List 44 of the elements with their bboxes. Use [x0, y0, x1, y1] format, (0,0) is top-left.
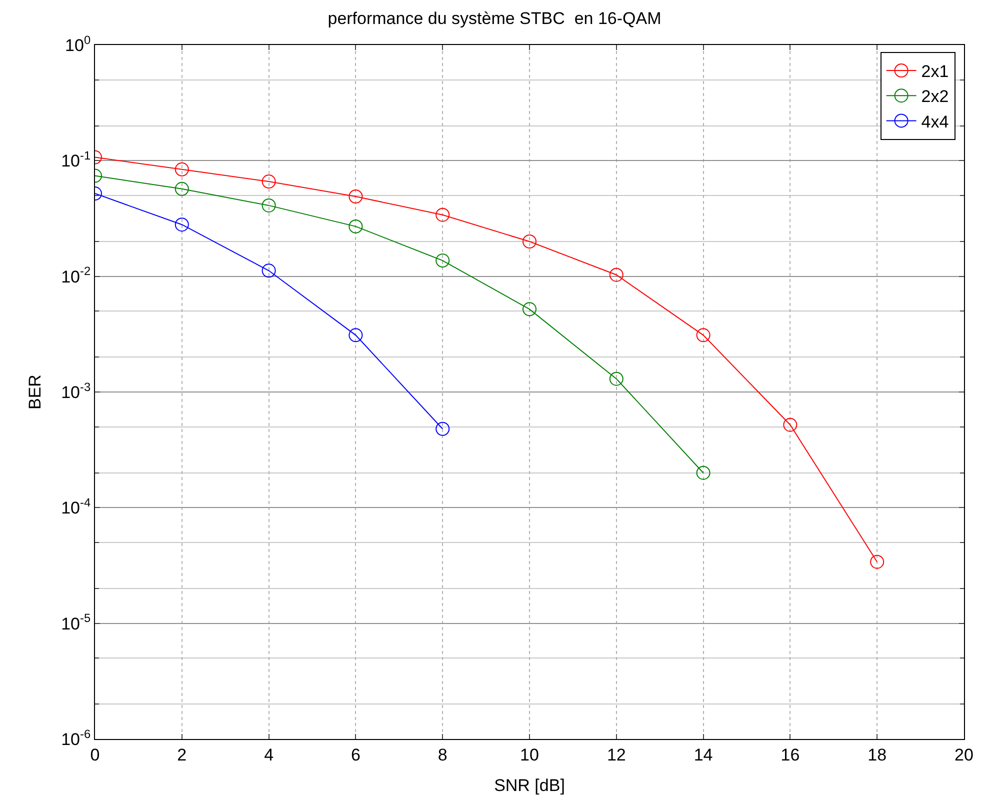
point [262, 174, 276, 189]
x-tick-label: 4 [264, 745, 274, 764]
point [348, 219, 363, 234]
point [696, 466, 710, 480]
x-tick-label: 16 [780, 745, 800, 764]
point [436, 422, 450, 436]
legend-label: 2x1 [921, 62, 949, 82]
x-tick-label: 6 [350, 745, 360, 764]
y-tick-label: 10$^{-3}$ [61, 380, 91, 402]
y-tick-label: 10$^{-5}$ [61, 611, 91, 634]
x-tick-label: 14 [694, 745, 713, 764]
y-tick-label: 10$^{-1}$ [61, 148, 91, 171]
x-tick-label: 2 [177, 745, 187, 764]
point [262, 264, 276, 278]
x-tick-label: 12 [606, 745, 626, 764]
point [522, 234, 536, 249]
x-tick-label: 18 [868, 745, 887, 764]
y-axis-title: BER [26, 374, 45, 410]
x-tick-label: 20 [954, 745, 974, 764]
legend-label: 4x4 [921, 112, 949, 132]
point [522, 302, 536, 316]
point [436, 208, 450, 222]
point [348, 328, 363, 342]
point [696, 328, 710, 342]
point [870, 554, 884, 569]
x-tick-label: 10 [520, 745, 539, 764]
chart-title: performance du système STBC en 16-QAM [328, 8, 662, 28]
point [174, 182, 189, 196]
point [609, 268, 624, 282]
x-tick-label: 0 [90, 745, 100, 764]
point [436, 254, 450, 268]
point [174, 218, 189, 232]
x-tick-label: 8 [438, 745, 448, 764]
point [348, 190, 363, 204]
y-tick-label: 10$^{0}$ [65, 32, 91, 55]
y-tick-label: 10$^{-6}$ [61, 726, 91, 749]
legend-label: 2x2 [921, 87, 949, 106]
y-tick-label: 10$^{-4}$ [61, 495, 91, 518]
point [609, 372, 624, 386]
point [783, 418, 798, 432]
point [262, 198, 276, 212]
x-axis-title: SNR [dB] [494, 776, 565, 795]
y-tick-label: 10$^{-2}$ [61, 264, 91, 286]
point [174, 162, 189, 176]
